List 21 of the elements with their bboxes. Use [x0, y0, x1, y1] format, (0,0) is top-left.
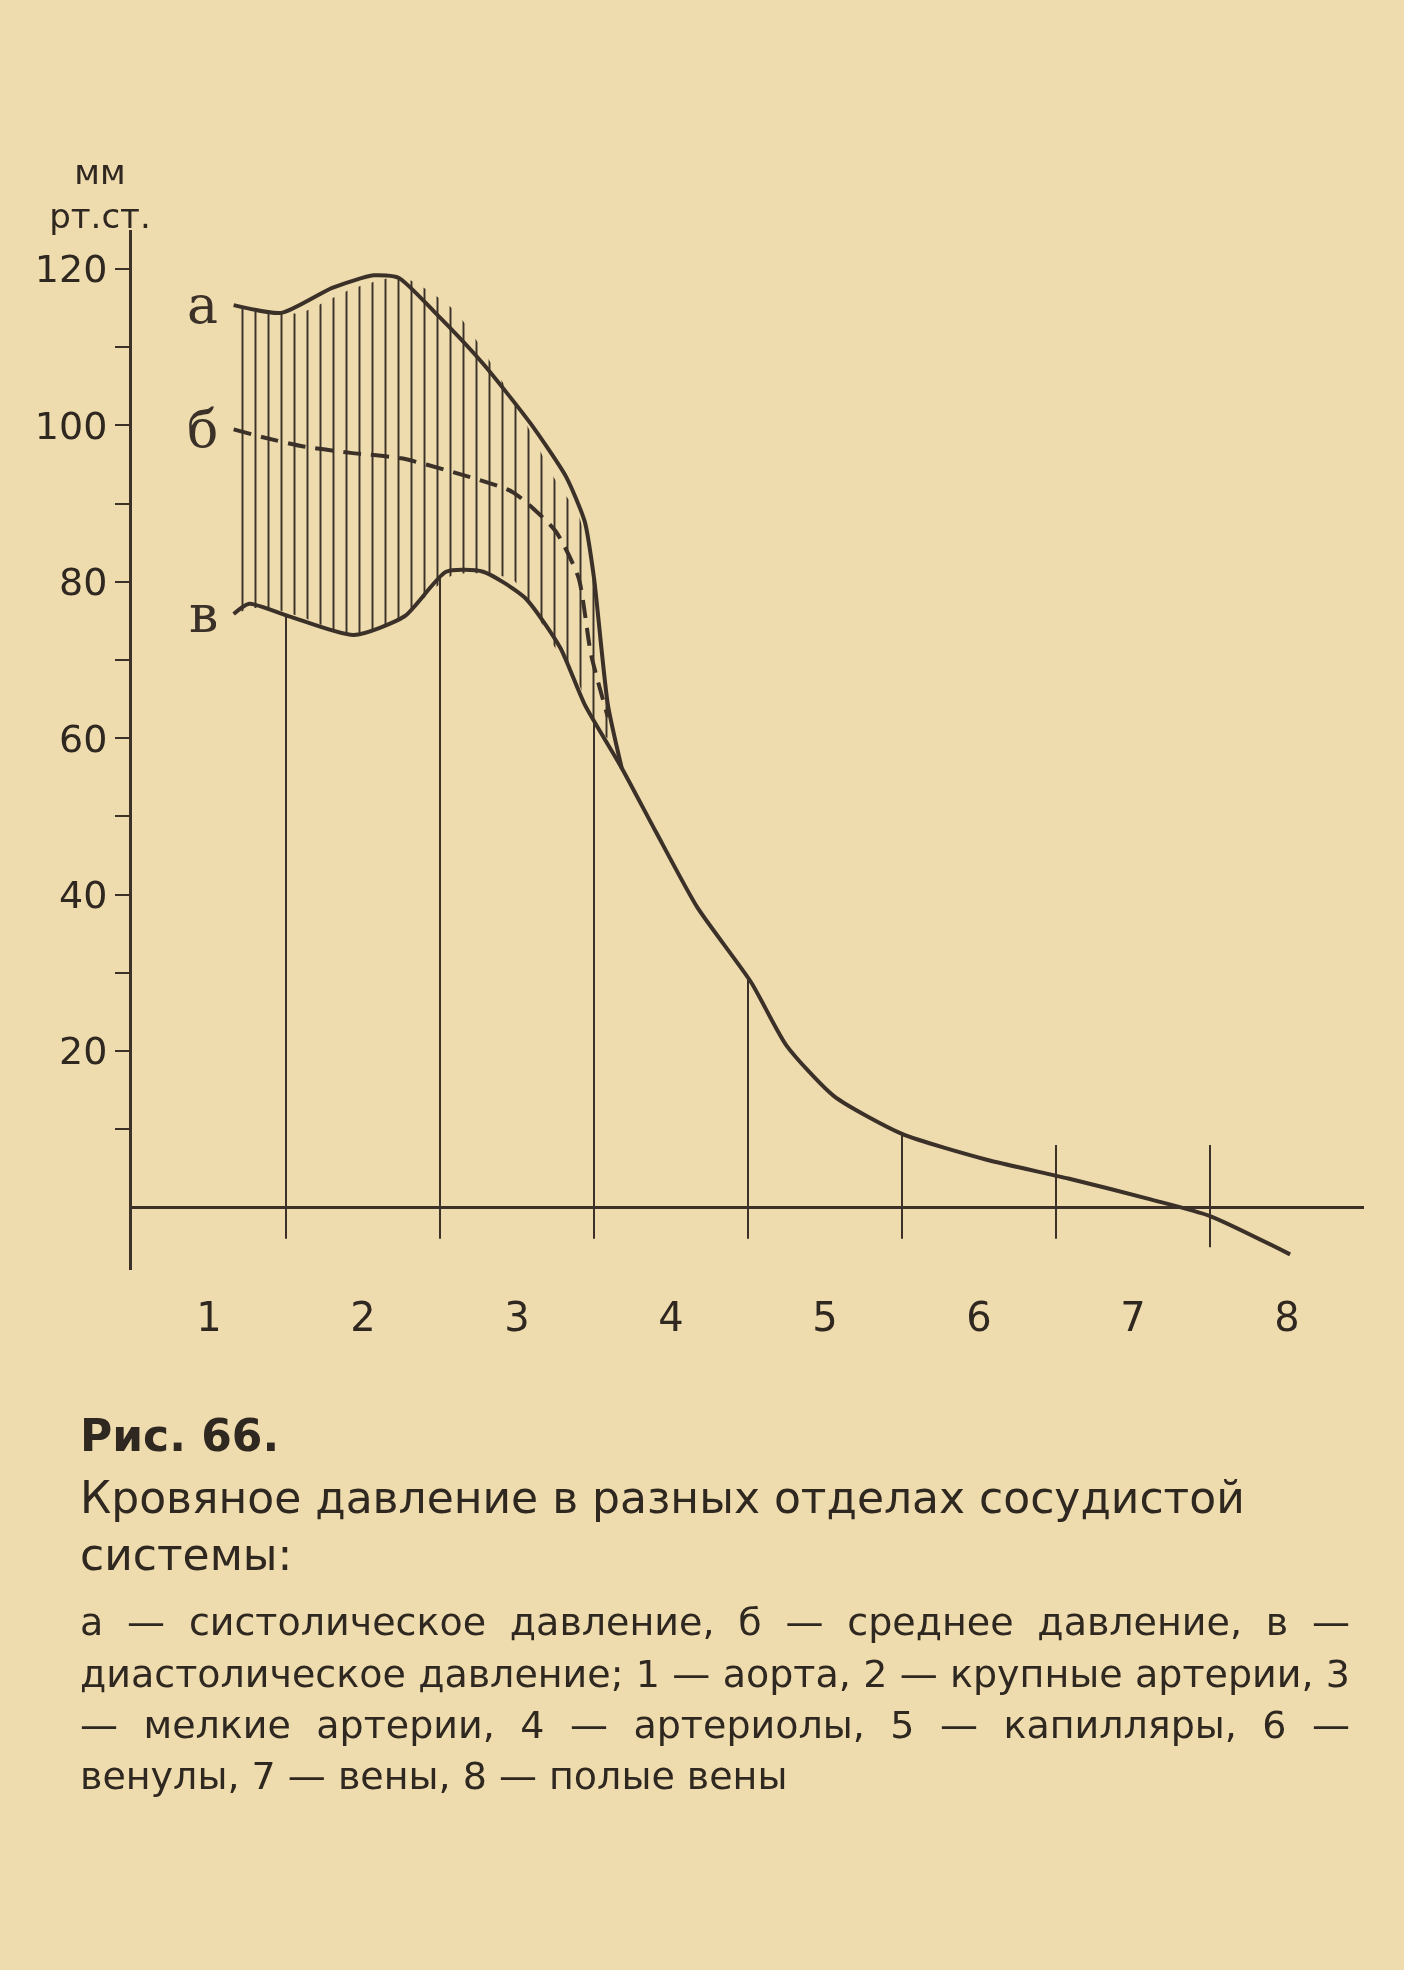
x-tick-label: 1: [196, 1294, 222, 1340]
y-axis-title: мм рт.ст.: [48, 151, 152, 239]
text: Рис. 66.: [80, 1410, 281, 1461]
y-tick-label: 100: [34, 403, 108, 448]
text: а — систолическое давление, б — среднее давление, в — диастолическое давление; 1 — аорта, 2 — крупные артерии, 3 — мелкие артерии, 4 — артериолы, 5 — капилляры, 6 — венулы, 7 — вены, 8 — полые вены: [80, 1599, 1350, 1801]
x-tick-label: 8: [1274, 1294, 1300, 1340]
series-label: в: [189, 584, 219, 644]
series-label: а: [187, 275, 219, 335]
x-tick-label: 4: [658, 1294, 684, 1340]
series-label: б: [187, 399, 219, 459]
y-tick-label: 40: [59, 872, 108, 917]
y-tick-label: 80: [59, 560, 108, 605]
x-tick-label: 5: [812, 1294, 838, 1340]
x-tick-label: 2: [350, 1294, 376, 1340]
y-tick-label: 20: [59, 1029, 108, 1074]
x-tick-label: 3: [504, 1294, 530, 1340]
y-tick-label: 60: [59, 716, 108, 761]
text: Кровяное давление в разных отделах сосудистой системы:: [80, 1471, 1246, 1583]
x-tick-label: 6: [966, 1294, 992, 1340]
y-tick-label: 120: [34, 247, 108, 292]
x-tick-label: 7: [1120, 1294, 1146, 1340]
